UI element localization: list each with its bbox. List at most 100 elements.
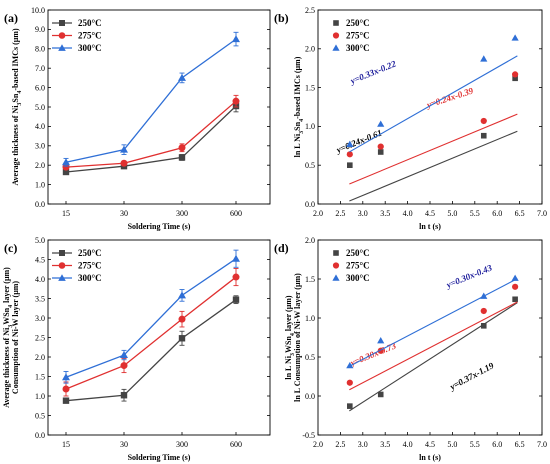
series-line <box>65 100 237 168</box>
fit-equation: y=0.37x-1.19 <box>447 360 496 392</box>
series-300 <box>62 31 240 167</box>
y-axis-label: ln L Consumption of Ni-W layer (μm) <box>293 273 302 402</box>
x-tick-label: 300 <box>176 440 188 449</box>
x-tick-label: 4.0 <box>403 440 413 449</box>
y-axis-label: Average thickness of Ni3Sn4-based IMCs (… <box>11 28 23 186</box>
y-tick-label: 0.0 <box>305 392 315 401</box>
y-tick-label: 1.0 <box>305 314 315 323</box>
data-point <box>480 132 487 139</box>
data-point <box>512 296 518 303</box>
legend-label: 275°C <box>346 31 370 41</box>
fit-line <box>349 301 518 391</box>
panel-label: (b) <box>274 11 289 25</box>
legend-label: 275°C <box>78 261 102 271</box>
x-tick-label: 6.0 <box>492 209 502 218</box>
data-point <box>178 291 186 299</box>
data-point <box>512 75 518 82</box>
data-point <box>178 335 186 342</box>
y-tick-label: 2.0 <box>35 161 45 170</box>
x-tick-label: 7.0 <box>537 209 547 218</box>
panel-label: (d) <box>274 241 289 255</box>
y-tick-label: 2.0 <box>305 236 315 245</box>
legend-label: 250°C <box>78 248 102 258</box>
series-line <box>65 258 237 378</box>
x-axis-label: ln t (s) <box>419 222 441 231</box>
data-point <box>346 361 354 369</box>
data-point <box>232 296 240 303</box>
data-point <box>480 307 487 315</box>
data-point <box>480 292 488 299</box>
data-point <box>512 71 519 78</box>
fit-line <box>349 278 518 367</box>
legend-marker <box>59 250 65 256</box>
series-275 <box>62 268 240 397</box>
y-tick-label: 2.0 <box>35 353 45 362</box>
y-tick-label: 5.0 <box>35 236 45 245</box>
x-axis-label: Soldering Time (s) <box>128 453 191 462</box>
data-point <box>347 403 353 409</box>
y-tick-label: 1.5 <box>35 372 45 381</box>
legend-label: 250°C <box>346 248 370 258</box>
data-point <box>480 117 487 125</box>
legend-marker <box>332 44 340 51</box>
data-point <box>480 323 487 329</box>
x-tick-label: 30 <box>120 440 128 449</box>
legend-marker <box>333 250 339 256</box>
panel-label: (c) <box>4 241 17 255</box>
data-point <box>62 163 70 171</box>
y-tick-label: 0.5 <box>35 411 45 420</box>
data-point <box>346 140 354 147</box>
legend-marker <box>59 20 65 26</box>
y-tick-label: 0.0 <box>35 431 45 440</box>
y-tick-label: 0.0 <box>35 200 45 209</box>
series-250 <box>62 295 240 404</box>
legend-label: 250°C <box>346 18 370 28</box>
y-tick-label: 5.0 <box>35 103 45 112</box>
y-tick-label: 3.0 <box>35 314 45 323</box>
panel-b: (b) 0.0 0.5 1.0 1.5 2.0 2.5 2.0 2.5 3.0 3.5 4.0 4.5 5… <box>274 6 547 231</box>
x-tick-label: 2.0 <box>313 209 323 218</box>
y-tick-label: 0.5 <box>305 161 315 170</box>
y-tick-label: 3.5 <box>35 294 45 303</box>
y-tick-label: -0.5 <box>302 431 315 440</box>
series-250 <box>62 99 240 176</box>
data-point <box>377 120 385 127</box>
x-tick-label: 2.5 <box>335 209 345 218</box>
x-tick-label: 6.5 <box>515 209 525 218</box>
legend: 250°C 275°C 300°C <box>52 248 102 283</box>
data-point <box>62 168 70 176</box>
x-tick-label: 4.5 <box>425 440 435 449</box>
x-tick-label: 5.0 <box>447 209 457 218</box>
x-tick-label: 15 <box>62 440 70 449</box>
y-tick-label: 0.5 <box>305 353 315 362</box>
x-tick-label: 300 <box>176 209 188 218</box>
data-point <box>62 385 70 393</box>
y-tick-label: 7.0 <box>35 64 45 73</box>
y-tick-label: 9.0 <box>35 25 45 34</box>
data-point <box>178 73 186 81</box>
y-axis-label: Consumption of Ni-W layer (μm) <box>11 281 20 394</box>
y-tick-label: 1.0 <box>35 180 45 189</box>
data-point <box>511 274 519 281</box>
y-tick-label: 0.0 <box>305 200 315 209</box>
y-axis-label: ln L Ni3Sn4-based IMCs (μm) <box>293 56 305 157</box>
data-point <box>232 273 240 281</box>
legend-marker <box>332 274 340 281</box>
data-point <box>480 55 488 62</box>
series-275: y=0.30x-0.73 <box>346 283 519 391</box>
fit-equation: y=0.30x-0.43 <box>444 262 494 290</box>
x-tick-label: 5.5 <box>470 440 480 449</box>
panel-label: (a) <box>4 11 18 25</box>
data-point <box>178 315 186 323</box>
x-tick-label: 3.5 <box>380 440 390 449</box>
series-line <box>65 38 237 163</box>
x-tick-label: 5.0 <box>447 440 457 449</box>
legend-marker <box>58 262 66 269</box>
legend-marker <box>58 32 66 39</box>
data-point <box>120 362 128 370</box>
legend-marker <box>332 32 340 39</box>
legend-label: 300°C <box>78 43 102 53</box>
y-tick-label: 10.0 <box>31 6 45 15</box>
data-point <box>512 283 519 290</box>
